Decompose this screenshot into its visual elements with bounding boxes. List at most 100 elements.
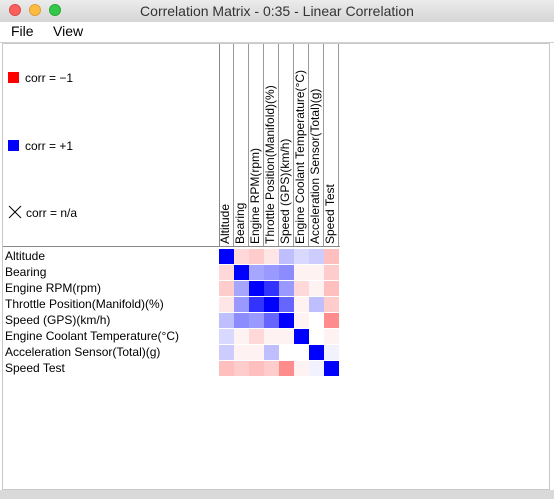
legend-negative-swatch: [8, 72, 19, 83]
legend-negative-label: corr = −1: [25, 71, 73, 85]
matrix-cell[interactable]: [234, 265, 249, 280]
legend-na-label: corr = n/a: [26, 206, 77, 220]
matrix-cell[interactable]: [219, 313, 234, 328]
column-header-label: Engine Coolant Temperature(°C): [293, 70, 307, 244]
column-header: Altitude: [219, 44, 234, 246]
matrix-cell[interactable]: [234, 345, 249, 360]
column-header-label: Speed (GPS)(km/h): [278, 139, 292, 244]
matrix-cell[interactable]: [309, 265, 324, 280]
matrix-cell[interactable]: [264, 281, 279, 296]
matrix-cell[interactable]: [249, 313, 264, 328]
column-header-label: Speed Test: [323, 184, 337, 244]
legend-positive-label: corr = +1: [25, 139, 73, 153]
matrix-cell[interactable]: [264, 297, 279, 312]
matrix-cell[interactable]: [219, 329, 234, 344]
window-title: Correlation Matrix - 0:35 - Linear Corre…: [0, 3, 554, 19]
matrix-cell[interactable]: [249, 281, 264, 296]
matrix-cell[interactable]: [219, 345, 234, 360]
column-header-label: Throttle Position(Manifold)(%): [263, 85, 277, 244]
matrix-cell[interactable]: [324, 265, 339, 280]
column-header-label: Bearing: [233, 203, 247, 244]
matrix-cell[interactable]: [294, 281, 309, 296]
matrix-cell[interactable]: [264, 345, 279, 360]
matrix-cell[interactable]: [324, 281, 339, 296]
row-label: Throttle Position(Manifold)(%): [5, 296, 164, 312]
matrix-cell[interactable]: [264, 361, 279, 376]
matrix-cell[interactable]: [324, 313, 339, 328]
row-label: Engine RPM(rpm): [5, 280, 101, 296]
matrix-cell[interactable]: [294, 249, 309, 264]
legend-positive-swatch: [8, 140, 19, 151]
matrix-cell[interactable]: [234, 249, 249, 264]
matrix-cell[interactable]: [294, 345, 309, 360]
matrix-cell[interactable]: [324, 249, 339, 264]
matrix-cell[interactable]: [279, 265, 294, 280]
matrix-cell[interactable]: [234, 281, 249, 296]
matrix-cell[interactable]: [249, 297, 264, 312]
column-header-label: Altitude: [218, 204, 232, 244]
matrix-cell[interactable]: [279, 281, 294, 296]
matrix-cell[interactable]: [294, 361, 309, 376]
matrix-cell[interactable]: [279, 249, 294, 264]
matrix-cell[interactable]: [324, 297, 339, 312]
column-header: Acceleration Sensor(Total)(g): [309, 44, 324, 246]
matrix-cell[interactable]: [234, 329, 249, 344]
row-label: Bearing: [5, 264, 46, 280]
matrix-cell[interactable]: [249, 329, 264, 344]
matrix-cell[interactable]: [294, 265, 309, 280]
column-header-label: Acceleration Sensor(Total)(g): [308, 89, 322, 244]
row-label: Speed Test: [5, 360, 65, 376]
column-header: Engine RPM(rpm): [249, 44, 264, 246]
matrix-cell[interactable]: [309, 345, 324, 360]
row-label: Speed (GPS)(km/h): [5, 312, 110, 328]
correlation-matrix-panel: corr = −1 corr = +1 corr = n/a Altitude B…: [2, 43, 550, 490]
matrix-cell[interactable]: [249, 249, 264, 264]
legend-positive: corr = +1: [8, 139, 73, 153]
matrix-cell[interactable]: [219, 249, 234, 264]
column-header: Bearing: [234, 44, 249, 246]
matrix-cell[interactable]: [234, 313, 249, 328]
x-mark-icon: [8, 205, 22, 219]
matrix-cell[interactable]: [309, 281, 324, 296]
matrix-cell[interactable]: [249, 265, 264, 280]
matrix-cell[interactable]: [309, 329, 324, 344]
title-bar: Correlation Matrix - 0:35 - Linear Corre…: [0, 0, 554, 23]
header-divider-vertical: [219, 44, 220, 246]
matrix-cell[interactable]: [219, 361, 234, 376]
header-divider-horizontal: [3, 246, 340, 247]
matrix-cell[interactable]: [249, 345, 264, 360]
column-header: Speed Test: [324, 44, 339, 246]
matrix-cell[interactable]: [219, 265, 234, 280]
matrix-cell[interactable]: [279, 313, 294, 328]
legend-na: corr = n/a: [8, 205, 77, 220]
column-header: Throttle Position(Manifold)(%): [264, 44, 279, 246]
matrix-cell[interactable]: [234, 297, 249, 312]
menu-view[interactable]: View: [53, 23, 83, 39]
matrix-cell[interactable]: [279, 361, 294, 376]
matrix-cell[interactable]: [309, 249, 324, 264]
matrix-cell[interactable]: [279, 297, 294, 312]
matrix-cell[interactable]: [324, 329, 339, 344]
row-label: Acceleration Sensor(Total)(g): [5, 344, 160, 360]
matrix-cell[interactable]: [264, 265, 279, 280]
matrix-cell[interactable]: [249, 361, 264, 376]
menu-file[interactable]: File: [11, 23, 34, 39]
matrix-cell[interactable]: [279, 329, 294, 344]
matrix-cell[interactable]: [324, 361, 339, 376]
matrix-cell[interactable]: [279, 345, 294, 360]
matrix-cell[interactable]: [294, 297, 309, 312]
matrix-cell[interactable]: [294, 329, 309, 344]
matrix-cell[interactable]: [264, 329, 279, 344]
matrix-cell[interactable]: [309, 297, 324, 312]
matrix-cell[interactable]: [264, 313, 279, 328]
matrix-cell[interactable]: [294, 313, 309, 328]
matrix-cell[interactable]: [234, 361, 249, 376]
matrix-cell[interactable]: [264, 249, 279, 264]
matrix-cell[interactable]: [324, 345, 339, 360]
column-header: Engine Coolant Temperature(°C): [294, 44, 309, 246]
matrix-cell[interactable]: [219, 297, 234, 312]
matrix-cell[interactable]: [309, 361, 324, 376]
matrix-cell[interactable]: [309, 313, 324, 328]
matrix-cell[interactable]: [219, 281, 234, 296]
window-bottom-edge: [0, 490, 554, 499]
